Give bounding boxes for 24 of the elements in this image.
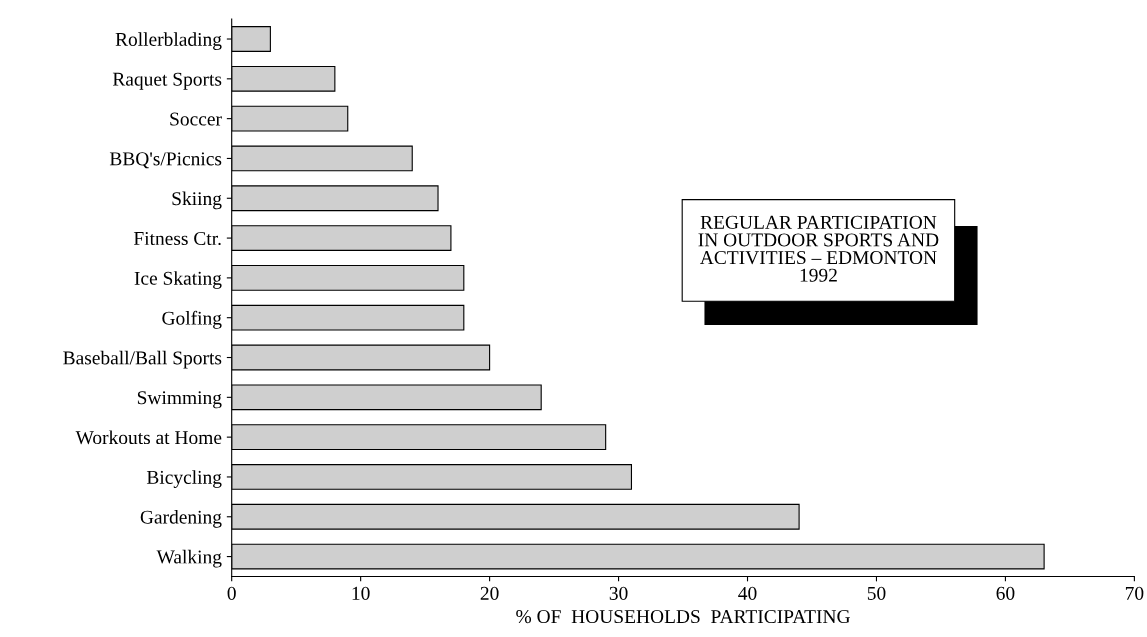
x-tick-label: 60 [996, 586, 1015, 600]
y-tick-label: Workouts at Home [75, 430, 222, 445]
y-tick-label: Gardening [140, 510, 222, 528]
x-tick-label: 0 [227, 586, 236, 600]
x-tick-label: 20 [480, 586, 499, 600]
x-tick-label: 10 [352, 586, 370, 600]
y-tick-label: Skiing [172, 191, 222, 210]
y-tick-label: Raquet Sports [112, 72, 222, 90]
y-tick-label: Ice Skating [134, 271, 222, 289]
y-tick-label: Golfing [162, 310, 222, 329]
y-tick-label: Rollerblading [115, 32, 222, 50]
text: REGULAR PARTICIPATION IN OUTDOOR SPORTS AND ACTIVITIES – EDMONTON 1992 [698, 215, 939, 282]
y-tick-label: Soccer [170, 112, 222, 126]
y-tick-label: Bicycling [146, 470, 222, 488]
y-tick-label: Swimming [137, 391, 222, 409]
x-axis-title: % OF HOUSEHOLDS PARTICIPATING [516, 609, 850, 624]
y-tick-label: BBQ's/Picnics [109, 152, 222, 169]
x-tick-label: 40 [738, 586, 757, 600]
y-tick-label: Baseball/Ball Sports [63, 350, 222, 369]
x-tick-label: 30 [609, 586, 628, 600]
y-tick-label: Fitness Ctr. [133, 231, 221, 246]
x-tick-label: 70 [1125, 586, 1144, 600]
x-tick-label: 50 [867, 586, 886, 600]
y-tick-label: Walking [156, 549, 222, 568]
